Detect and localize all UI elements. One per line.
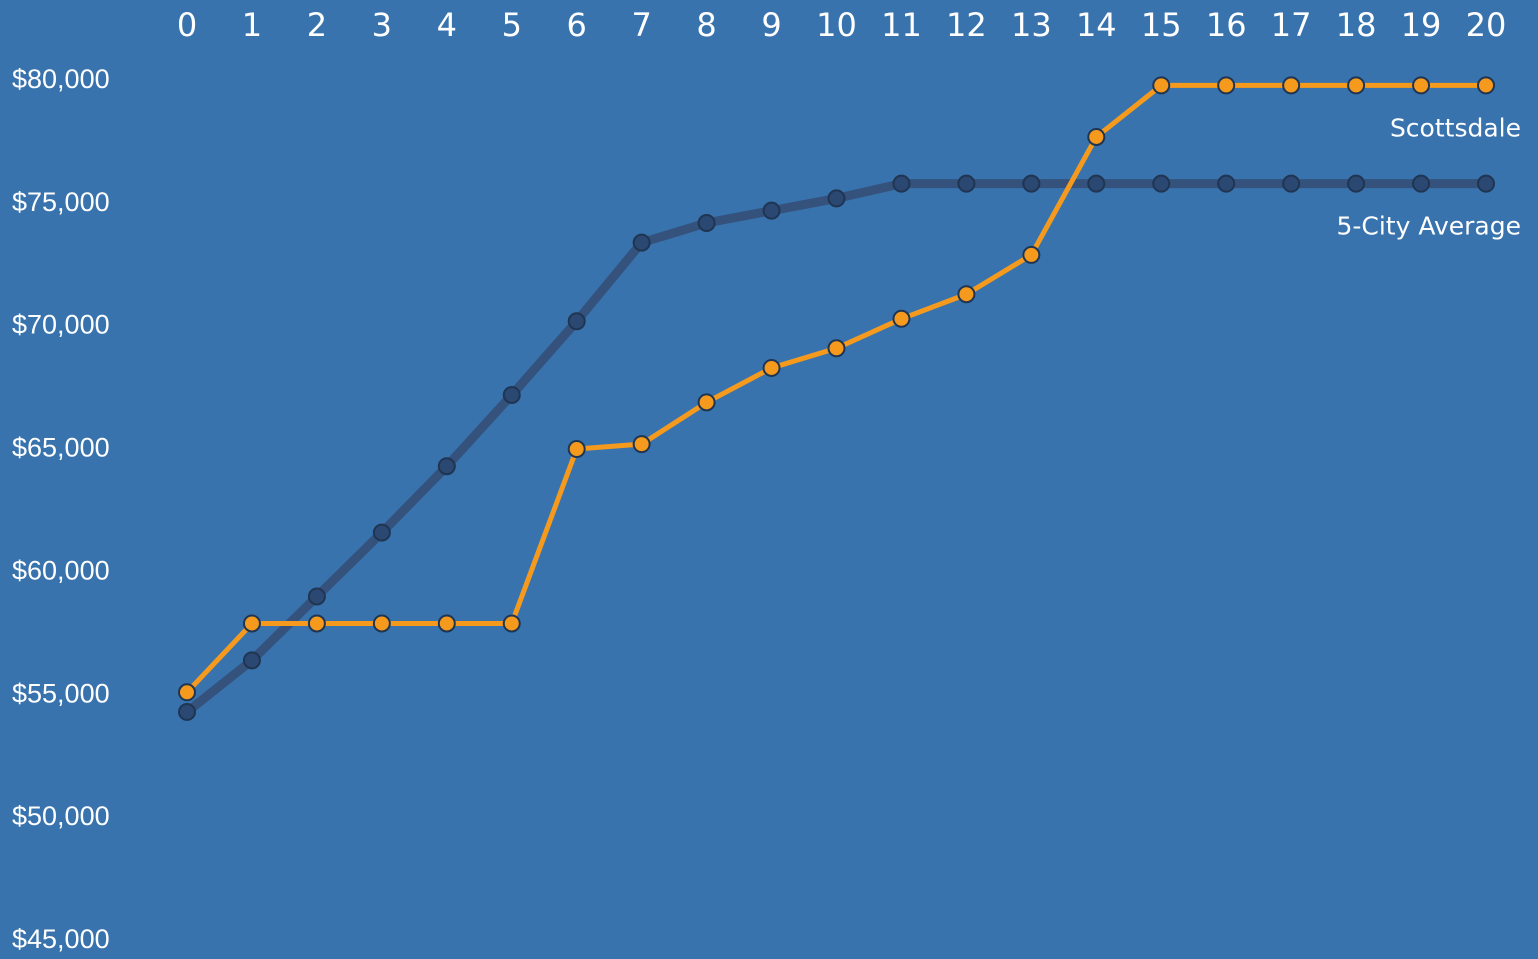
- y-tick-label: $55,000: [12, 678, 110, 708]
- data-point: [1347, 76, 1366, 95]
- data-point: [437, 614, 456, 633]
- data-point: [1477, 174, 1495, 193]
- y-tick-label: $75,000: [12, 187, 110, 217]
- data-point: [307, 587, 326, 606]
- data-point: [762, 358, 781, 377]
- data-point: [957, 174, 976, 193]
- x-tick-label: 12: [946, 6, 987, 44]
- data-point: [178, 702, 196, 721]
- data-point: [827, 189, 846, 208]
- data-point: [1087, 127, 1106, 146]
- x-tick-label: 0: [177, 6, 197, 44]
- data-point: [242, 614, 261, 633]
- x-tick-label: 17: [1271, 6, 1312, 44]
- x-tick-label: 20: [1466, 6, 1507, 44]
- series-label: Scottsdale: [1390, 113, 1521, 142]
- x-tick-label: 1: [242, 6, 262, 44]
- data-point: [242, 651, 261, 670]
- data-point: [892, 309, 911, 328]
- data-point: [697, 213, 716, 232]
- x-tick-label: 18: [1336, 6, 1377, 44]
- data-point: [1217, 174, 1236, 193]
- data-point: [1022, 245, 1041, 264]
- data-point: [178, 683, 196, 702]
- x-tick-label: 19: [1401, 6, 1442, 44]
- data-point: [1477, 76, 1495, 95]
- y-tick-label: $60,000: [12, 555, 110, 585]
- data-point: [1412, 174, 1431, 193]
- x-tick-label: 15: [1141, 6, 1182, 44]
- x-tick-label: 5: [502, 6, 522, 44]
- y-tick-label: $65,000: [12, 433, 110, 463]
- data-point: [567, 312, 586, 331]
- data-point: [1347, 174, 1366, 193]
- x-tick-label: 16: [1206, 6, 1247, 44]
- data-point: [1412, 76, 1431, 95]
- data-point: [632, 435, 651, 454]
- x-tick-label: 2: [307, 6, 327, 44]
- data-point: [307, 614, 326, 633]
- y-tick-label: $80,000: [12, 64, 110, 94]
- data-point: [437, 457, 456, 476]
- series-label: 5-City Average: [1336, 212, 1521, 241]
- data-point: [1152, 174, 1171, 193]
- x-axis-tick-labels: 0 1 2 3 4 5 6 7 8 9 10 11 12 13 14 15 16 17 18 19 20: [177, 6, 1507, 44]
- data-point: [1022, 174, 1041, 193]
- data-point: [1152, 76, 1171, 95]
- data-point: [1087, 174, 1106, 193]
- series-labels: 5-City Average Scottsdale: [1336, 113, 1521, 240]
- data-point: [632, 233, 651, 252]
- x-tick-label: 9: [761, 6, 781, 44]
- data-point: [372, 523, 391, 542]
- x-tick-label: 14: [1076, 6, 1117, 44]
- x-tick-label: 4: [437, 6, 457, 44]
- x-tick-label: 10: [816, 6, 857, 44]
- y-tick-label: $45,000: [12, 924, 110, 954]
- data-point: [762, 201, 781, 220]
- series-points: [178, 76, 1495, 721]
- y-tick-label: $70,000: [12, 310, 110, 340]
- data-point: [502, 614, 521, 633]
- x-tick-label: 8: [696, 6, 716, 44]
- x-tick-label: 11: [881, 6, 922, 44]
- data-point: [1282, 76, 1301, 95]
- y-axis-tick-labels: $80,000 $75,000 $70,000 $65,000 $60,000 $55,0…: [12, 64, 110, 954]
- data-point: [892, 174, 911, 193]
- data-point: [957, 285, 976, 304]
- data-point: [1217, 76, 1236, 95]
- x-tick-label: 7: [631, 6, 651, 44]
- data-point: [697, 393, 716, 412]
- data-point: [502, 385, 521, 404]
- data-point: [1282, 174, 1301, 193]
- data-point: [372, 614, 391, 633]
- x-tick-label: 6: [567, 6, 587, 44]
- data-point: [827, 339, 846, 358]
- y-tick-label: $50,000: [12, 801, 110, 831]
- data-point: [567, 440, 586, 459]
- x-tick-label: 3: [372, 6, 392, 44]
- x-tick-label: 13: [1011, 6, 1052, 44]
